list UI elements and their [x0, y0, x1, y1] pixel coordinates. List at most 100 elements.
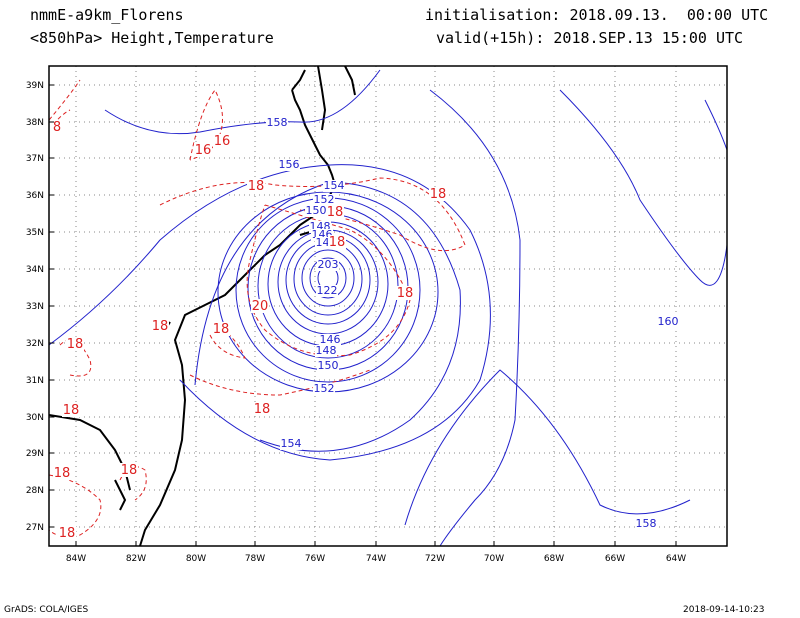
- longitude-label: 68W: [544, 554, 564, 564]
- height-label: 203: [318, 258, 339, 271]
- height-contours: [49, 69, 727, 546]
- temperature-label-bg: [58, 526, 76, 540]
- height-label-bg: [635, 518, 657, 530]
- height-label-bg: [319, 334, 341, 346]
- temperature-label: 18: [213, 322, 230, 337]
- height-label-bg: [266, 117, 288, 129]
- latitude-label: 38N: [26, 118, 44, 128]
- height-label-bg: [280, 438, 302, 450]
- temperature-label-bg: [212, 322, 230, 336]
- temperature-label-bg: [429, 187, 447, 201]
- height-label: 160: [658, 315, 679, 328]
- height-labels: 1581561541521501481461221601581541521501…: [266, 116, 679, 530]
- height-label: 158: [636, 517, 657, 530]
- height-label-bg: [316, 285, 338, 297]
- valid-time: valid(+15h): 2018.SEP.13 15:00 UTC: [436, 29, 744, 47]
- temperature-label: 18: [54, 466, 71, 481]
- longitude-label: 80W: [186, 554, 206, 564]
- temperature-label: 18: [254, 402, 271, 417]
- latitude-label: 37N: [26, 154, 44, 164]
- latitude-label: 36N: [26, 191, 44, 201]
- temperature-label: 18: [329, 235, 346, 250]
- height-label-bg: [317, 360, 339, 372]
- temperature-label-bg: [120, 463, 138, 477]
- latitude-label: 33N: [26, 302, 44, 312]
- height-label-bg: [313, 383, 335, 395]
- height-label-bg: [317, 259, 339, 271]
- longitude-label: 84W: [66, 554, 86, 564]
- temperature-label: 18: [152, 319, 169, 334]
- temperature-label: 18: [397, 286, 414, 301]
- temperature-label: 20: [252, 299, 269, 314]
- latitude-label: 35N: [26, 228, 44, 238]
- temperature-label-bg: [247, 179, 265, 193]
- temperature-label-bg: [62, 403, 80, 417]
- height-label: 146: [320, 333, 341, 346]
- height-label: 152: [314, 382, 335, 395]
- height-label-bg: [323, 180, 345, 192]
- grads-credit: GrADS: COLA/IGES: [4, 605, 89, 615]
- height-label-bg: [313, 194, 335, 206]
- height-label-bg: [657, 316, 679, 328]
- temperature-label: 18: [67, 337, 84, 352]
- height-label: 154: [281, 437, 302, 450]
- height-label: 156: [279, 158, 300, 171]
- temperature-label: 18: [63, 403, 80, 418]
- field-title: <850hPa> Height,Temperature: [30, 29, 274, 47]
- height-label-bg: [315, 345, 337, 357]
- height-label: 158: [267, 116, 288, 129]
- longitude-label: 66W: [605, 554, 625, 564]
- height-label: 150: [306, 204, 327, 217]
- latitude-label: 34N: [26, 265, 44, 275]
- height-label: 154: [324, 179, 345, 192]
- temperature-label-bg: [328, 235, 346, 249]
- height-label: 148: [316, 344, 337, 357]
- temperature-label: 18: [248, 179, 265, 194]
- temperature-label: 18: [121, 463, 138, 478]
- temperature-label-bg: [49, 120, 66, 134]
- grid-lines: [49, 66, 727, 546]
- longitude-label: 64W: [666, 554, 686, 564]
- temperature-label-bg: [251, 299, 269, 313]
- latitude-label: 30N: [26, 413, 44, 423]
- height-label-bg: [305, 205, 327, 217]
- temperature-label-bg: [253, 402, 271, 416]
- height-label-bg: [278, 159, 300, 171]
- model-title: nmmE-a9km_Florens: [30, 6, 184, 24]
- height-label: 122: [317, 284, 338, 297]
- latitude-label: 29N: [26, 449, 44, 459]
- longitude-label: 82W: [126, 554, 146, 564]
- temperature-label-bg: [151, 319, 169, 333]
- longitude-label: 74W: [366, 554, 386, 564]
- height-label: 152: [314, 193, 335, 206]
- temperature-label: 16: [195, 143, 212, 158]
- longitude-label: 70W: [484, 554, 504, 564]
- init-time: initialisation: 2018.09.13. 00:00 UTC: [425, 6, 769, 24]
- latitude-label: 28N: [26, 486, 44, 496]
- temperature-label-bg: [194, 143, 212, 157]
- height-label: 150: [318, 359, 339, 372]
- temperature-label: 18: [59, 526, 76, 541]
- map-frame: [48, 65, 728, 547]
- temperature-label-bg: [396, 286, 414, 300]
- longitude-label: 72W: [425, 554, 445, 564]
- temperature-label: 8: [53, 120, 61, 135]
- latitude-labels: 39N 38N 37N 36N 35N 34N 33N 32N 31N 30N 29N 28N 27N: [26, 81, 54, 533]
- temperature-label: 16: [214, 134, 231, 149]
- temperature-label-bg: [213, 134, 231, 148]
- temperature-label: 18: [430, 187, 447, 202]
- longitude-label: 78W: [245, 554, 265, 564]
- temperature-label-bg: [53, 466, 71, 480]
- latitude-label: 32N: [26, 339, 44, 349]
- temperature-label-bg: [326, 205, 344, 219]
- latitude-label: 27N: [26, 523, 44, 533]
- latitude-label: 31N: [26, 376, 44, 386]
- temperature-label-bg: [66, 337, 84, 351]
- longitude-label: 76W: [305, 554, 325, 564]
- temperature-label: 18: [327, 205, 344, 220]
- latitude-label: 39N: [26, 81, 44, 91]
- longitude-labels: 84W 82W 80W 78W 76W 74W 72W 70W 68W 66W 64W: [66, 541, 686, 564]
- render-timestamp: 2018-09-14-10:23: [683, 605, 765, 615]
